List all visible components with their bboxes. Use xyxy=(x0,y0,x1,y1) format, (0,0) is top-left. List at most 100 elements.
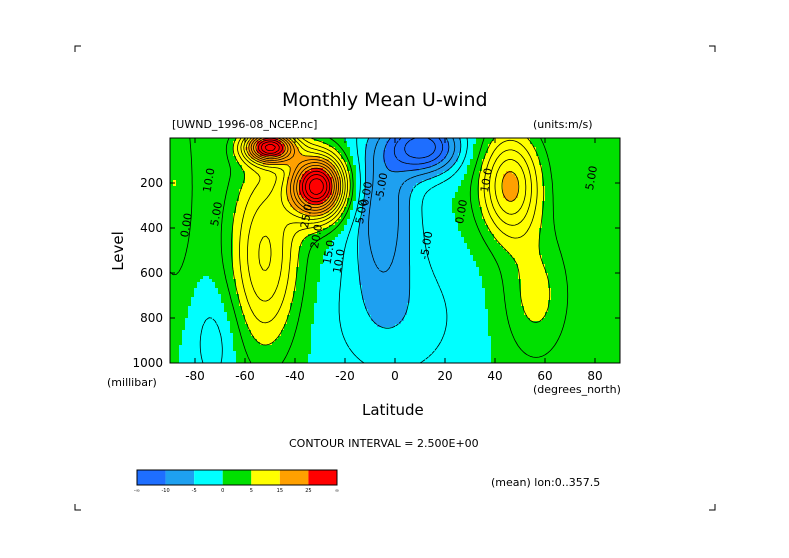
field-cell xyxy=(350,234,354,238)
field-cell xyxy=(380,225,384,229)
field-cell xyxy=(425,180,429,184)
field-cell xyxy=(437,222,441,226)
field-cell xyxy=(572,159,576,163)
field-cell xyxy=(287,144,291,148)
field-cell xyxy=(299,159,303,163)
field-cell xyxy=(611,159,615,163)
field-cell xyxy=(563,204,567,208)
field-cell xyxy=(170,204,174,208)
field-cell xyxy=(575,141,579,145)
field-cell xyxy=(353,195,357,199)
field-cell xyxy=(512,228,516,232)
field-cell xyxy=(500,168,504,172)
field-cell xyxy=(611,210,615,214)
field-cell xyxy=(539,150,543,154)
field-cell xyxy=(266,234,270,238)
field-cell xyxy=(254,150,258,154)
field-cell xyxy=(212,177,216,181)
field-cell xyxy=(212,237,216,241)
field-cell xyxy=(581,174,585,178)
field-cell xyxy=(521,219,525,223)
field-cell xyxy=(359,213,363,217)
field-cell xyxy=(185,177,189,181)
field-cell xyxy=(593,222,597,226)
field-cell xyxy=(536,222,540,226)
field-cell xyxy=(209,204,213,208)
field-cell xyxy=(242,192,246,196)
field-cell xyxy=(278,144,282,148)
field-cell xyxy=(581,195,585,199)
field-cell xyxy=(212,198,216,202)
field-cell xyxy=(593,225,597,229)
field-cell xyxy=(413,186,417,190)
field-cell xyxy=(455,195,459,199)
field-cell xyxy=(191,216,195,220)
field-cell xyxy=(176,225,180,229)
field-cell xyxy=(455,153,459,157)
field-cell xyxy=(284,201,288,205)
field-cell xyxy=(485,225,489,229)
field-cell xyxy=(467,225,471,229)
field-cell xyxy=(452,195,456,199)
field-cell xyxy=(548,144,552,148)
field-cell xyxy=(425,174,429,178)
field-cell xyxy=(257,171,261,175)
field-cell xyxy=(518,180,522,184)
field-cell xyxy=(392,231,396,235)
field-cell xyxy=(443,189,447,193)
field-cell xyxy=(221,222,225,226)
field-cell xyxy=(299,138,303,142)
field-cell xyxy=(314,192,318,196)
field-cell xyxy=(287,171,291,175)
field-cell xyxy=(497,192,501,196)
field-cell xyxy=(413,138,417,142)
field-cell xyxy=(188,219,192,223)
field-cell xyxy=(374,186,378,190)
field-cell xyxy=(308,201,312,205)
field-cell xyxy=(554,207,558,211)
field-cell xyxy=(251,234,255,238)
field-cell xyxy=(188,186,192,190)
field-cell xyxy=(224,225,228,229)
field-cell xyxy=(362,213,366,217)
field-cell xyxy=(230,222,234,226)
field-cell xyxy=(530,225,534,229)
field-cell xyxy=(224,231,228,235)
field-cell xyxy=(227,222,231,226)
field-cell xyxy=(377,213,381,217)
field-cell xyxy=(608,174,612,178)
field-cell xyxy=(449,144,453,148)
field-cell xyxy=(251,222,255,226)
field-cell xyxy=(596,141,600,145)
field-cell xyxy=(602,201,606,205)
field-cell xyxy=(176,165,180,169)
field-cell xyxy=(398,216,402,220)
field-cell xyxy=(461,219,465,223)
field-cell xyxy=(203,201,207,205)
field-cell xyxy=(176,162,180,166)
field-cell xyxy=(353,216,357,220)
field-cell xyxy=(497,222,501,226)
field-cell xyxy=(452,201,456,205)
field-cell xyxy=(482,159,486,163)
field-cell xyxy=(203,159,207,163)
field-cell xyxy=(305,228,309,232)
field-cell xyxy=(401,228,405,232)
field-cell xyxy=(464,198,468,202)
field-cell xyxy=(479,216,483,220)
field-cell xyxy=(416,165,420,169)
field-cell xyxy=(512,141,516,145)
field-cell xyxy=(323,225,327,229)
field-cell xyxy=(287,141,291,145)
field-cell xyxy=(560,165,564,169)
field-cell xyxy=(173,183,177,187)
field-cell xyxy=(602,171,606,175)
field-cell xyxy=(248,153,252,157)
field-cell xyxy=(563,219,567,223)
field-cell xyxy=(206,147,210,151)
field-cell xyxy=(317,222,321,226)
field-cell xyxy=(224,207,228,211)
field-cell xyxy=(347,225,351,229)
field-cell xyxy=(467,168,471,172)
field-cell xyxy=(317,171,321,175)
